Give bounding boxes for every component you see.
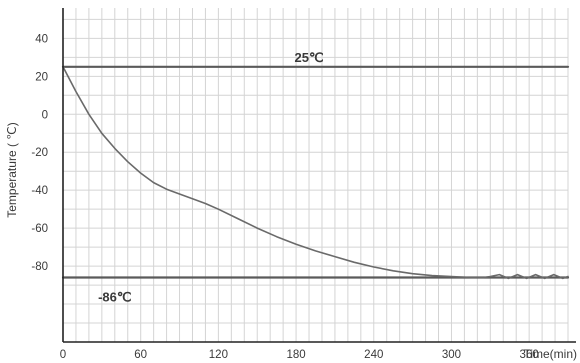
x-tick-label: 120 [209, 349, 228, 361]
x-tick-label: 0 [60, 349, 66, 361]
x-tick-label: 60 [134, 349, 147, 361]
x-tick-label: 180 [286, 349, 305, 361]
series-layer [61, 65, 570, 280]
x-tick-label: 360 [520, 349, 539, 361]
x-axis-label: Time(min) [523, 347, 577, 361]
annotations: 25℃ -86℃ [98, 50, 323, 305]
x-tick-label: 240 [364, 349, 383, 361]
y-tick-label: -60 [31, 223, 48, 235]
y-tick-label: 40 [35, 33, 48, 45]
annotation-label: -86℃ [98, 289, 131, 304]
y-tick-label: 0 [42, 109, 48, 121]
y-tick-label: -80 [31, 261, 48, 273]
y-tick-label: -40 [31, 185, 48, 197]
y-tick-label: 20 [35, 71, 48, 83]
series-line-cooling-curve [62, 66, 569, 280]
x-tick-label: 300 [442, 349, 461, 361]
y-tick-labels: 40 20 0 -20 -40 -60 -80 [31, 33, 48, 273]
y-tick-label: -20 [31, 147, 48, 159]
x-tick-labels: 0 60 120 180 240 300 360 [60, 349, 539, 361]
annotation-label: 25℃ [294, 50, 323, 65]
axes [62, 8, 576, 343]
y-axis-label: Temperature ( ℃) [5, 122, 19, 218]
grid [63, 8, 569, 342]
